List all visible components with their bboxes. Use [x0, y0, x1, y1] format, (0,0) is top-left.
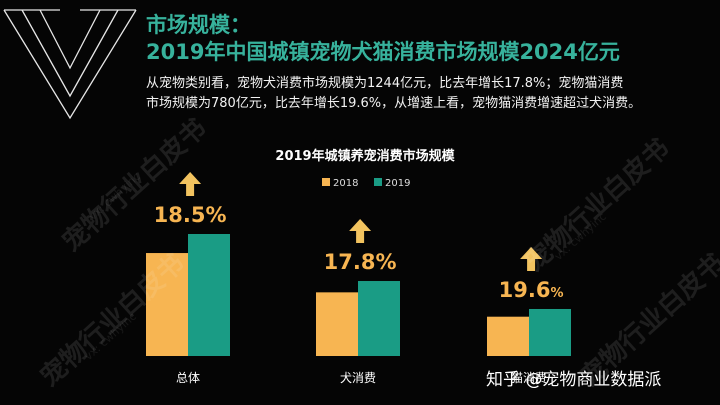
- page-title: 2019年中国城镇宠物犬猫消费市场规模2024亿元: [146, 40, 620, 64]
- chart-title: 2019年城镇养宠消费市场规模: [275, 148, 455, 164]
- bar-2018: [316, 292, 358, 356]
- legend-label: 2019: [385, 178, 410, 189]
- bar-2019: [188, 234, 230, 356]
- legend-swatch: [374, 178, 382, 186]
- bar-2019: [358, 281, 400, 356]
- growth-label: 19.6%: [499, 278, 564, 302]
- up-arrow-icon: [179, 172, 202, 196]
- category-label: 犬消费: [340, 371, 376, 385]
- heading: 市场规模： 2019年中国城镇宠物犬猫消费市场规模2024亿元: [146, 12, 620, 66]
- footer-credit: 知乎 @宠物商业数据派: [486, 370, 662, 390]
- up-arrow-icon: [520, 246, 543, 271]
- category-label: 猫消费: [511, 371, 547, 385]
- legend-label: 2018: [333, 178, 358, 189]
- growth-label: 17.8%: [324, 250, 397, 274]
- bar-2019: [529, 308, 571, 356]
- legend-swatch: [322, 178, 330, 186]
- description-line-1: 从宠物类别看，宠物犬消费市场规模为1244亿元，比去年增长17.8%；宠物猫消费: [146, 76, 624, 91]
- logo-icon: [3, 9, 137, 120]
- bar-2018: [146, 253, 188, 356]
- up-arrow-icon: [349, 219, 372, 244]
- category-label: 总体: [176, 371, 200, 385]
- section-title: 市场规模：: [146, 13, 251, 37]
- growth-label: 18.5%: [154, 203, 227, 227]
- description-line-2: 市场规模为780亿元，比去年增长19.6%，从增速上看，宠物猫消费增速超过犬消费…: [146, 96, 642, 111]
- description: 从宠物类别看，宠物犬消费市场规模为1244亿元，比去年增长17.8%；宠物猫消费…: [146, 74, 686, 114]
- bar-2018: [487, 316, 529, 356]
